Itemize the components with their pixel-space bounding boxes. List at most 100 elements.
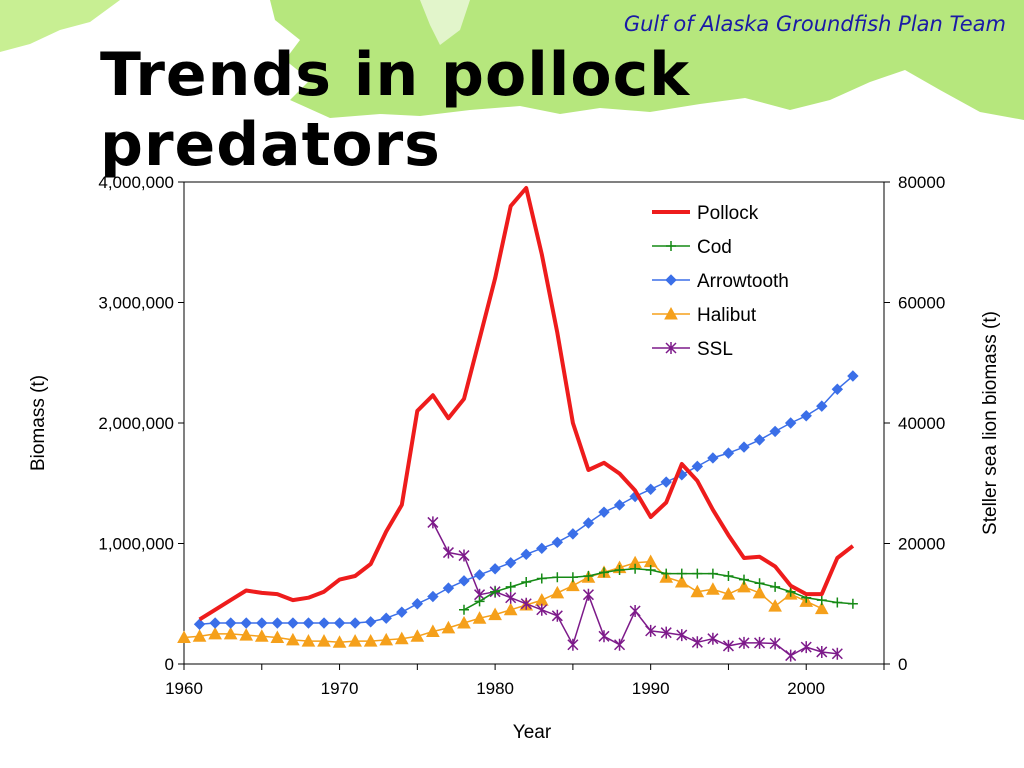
data-point-cod — [567, 572, 578, 583]
data-point-arrowtooth — [816, 400, 828, 412]
data-point-arrowtooth — [380, 612, 392, 624]
data-point-arrowtooth — [411, 598, 424, 610]
data-point-ssl — [831, 647, 843, 660]
data-point-arrowtooth — [240, 617, 252, 629]
y-tick-label: 2,000,000 — [98, 414, 174, 433]
data-point-arrowtooth — [784, 417, 797, 429]
data-point-cod — [816, 595, 827, 606]
data-point-cod — [847, 598, 858, 609]
data-point-halibut — [550, 585, 565, 599]
data-point-arrowtooth — [738, 441, 750, 453]
data-point-arrowtooth — [831, 383, 844, 395]
data-point-cod — [676, 568, 687, 579]
y-axis-title: Biomass (t) — [28, 375, 49, 471]
data-point-arrowtooth — [582, 517, 595, 529]
data-point-halibut — [177, 630, 191, 643]
data-point-arrowtooth — [318, 617, 330, 629]
data-point-halibut — [379, 632, 394, 646]
data-point-cod — [707, 568, 718, 579]
data-point-cod — [754, 578, 765, 589]
data-point-ssl — [442, 546, 454, 559]
legend-label-pollock: Pollock — [697, 203, 759, 224]
series-line-ssl — [432, 522, 838, 657]
plot-area — [183, 181, 885, 665]
land-shape-left — [0, 0, 120, 52]
data-point-arrowtooth — [800, 410, 812, 422]
data-point-cod — [583, 571, 594, 582]
data-point-arrowtooth — [271, 617, 284, 629]
data-point-cod — [739, 574, 749, 585]
series-halibut — [177, 554, 829, 648]
data-point-halibut — [768, 599, 782, 612]
legend-label-ssl: SSL — [697, 339, 733, 360]
data-point-ssl — [800, 641, 812, 654]
data-point-ssl — [427, 516, 439, 529]
legend-item-pollock: Pollock — [652, 203, 759, 224]
data-point-ssl — [722, 639, 734, 652]
data-point-cod — [645, 565, 656, 576]
data-point-halibut — [394, 631, 409, 645]
data-point-arrowtooth — [427, 590, 439, 603]
y2-tick-label: 40000 — [898, 414, 945, 433]
legend: Pollock Cod Arrowtooth Halibut SSL — [652, 203, 789, 360]
series-arrowtooth — [193, 370, 859, 630]
x-axis-title: Year — [513, 722, 552, 743]
data-point-arrowtooth — [660, 476, 672, 488]
left-axis: 0 1,000,000 2,000,000 3,000,000 4,000,000 — [98, 173, 184, 674]
data-point-ssl — [707, 632, 719, 645]
y2-tick-label: 60000 — [898, 294, 945, 313]
series-pollock — [198, 186, 855, 622]
data-point-ssl — [505, 591, 517, 604]
data-point-ssl — [458, 549, 470, 562]
data-point-halibut — [690, 584, 705, 598]
land-shape-inlet — [420, 0, 470, 45]
data-point-arrowtooth — [256, 617, 268, 629]
data-point-halibut — [286, 632, 300, 646]
data-point-arrowtooth — [489, 563, 501, 575]
data-point-arrowtooth — [753, 434, 766, 446]
data-point-arrowtooth — [224, 617, 237, 629]
data-point-halibut — [239, 628, 254, 641]
data-point-halibut — [503, 602, 518, 616]
data-point-ssl — [691, 636, 703, 649]
data-point-halibut — [208, 626, 222, 640]
data-point-ssl — [645, 624, 657, 637]
data-point-arrowtooth — [473, 569, 486, 581]
x-tick-label: 1960 — [165, 679, 203, 698]
legend-item-ssl: SSL — [652, 339, 733, 360]
legend-label-cod: Cod — [697, 237, 732, 258]
data-point-arrowtooth — [520, 548, 532, 561]
right-axis: 0 20000 40000 60000 80000 — [884, 173, 945, 674]
legend-item-halibut: Halibut — [652, 305, 757, 326]
data-point-halibut — [192, 629, 207, 642]
y-tick-label: 3,000,000 — [98, 294, 174, 313]
data-point-halibut — [472, 611, 487, 624]
slide-header: Gulf of Alaska Groundfish Plan Team — [623, 12, 1006, 36]
data-point-ssl — [567, 638, 579, 651]
data-point-ssl — [629, 604, 641, 617]
data-point-ssl — [676, 629, 688, 642]
series-ssl — [427, 516, 843, 662]
data-point-arrowtooth — [707, 452, 719, 464]
data-point-halibut — [752, 585, 767, 599]
data-point-halibut — [426, 624, 440, 637]
data-point-cod — [770, 581, 781, 592]
data-point-halibut — [814, 601, 829, 615]
data-point-ssl — [816, 645, 828, 658]
legend-marker-arrowtooth — [665, 274, 677, 286]
data-point-arrowtooth — [567, 528, 579, 540]
data-point-ssl — [520, 597, 532, 610]
data-point-halibut — [737, 579, 751, 593]
data-point-ssl — [598, 630, 610, 643]
data-point-arrowtooth — [287, 617, 299, 629]
data-point-ssl — [785, 649, 797, 662]
y2-tick-label: 0 — [898, 655, 907, 674]
data-point-cod — [474, 596, 485, 607]
data-point-arrowtooth — [644, 483, 657, 495]
data-point-arrowtooth — [442, 582, 455, 594]
data-point-ssl — [582, 588, 594, 601]
data-point-arrowtooth — [536, 542, 548, 555]
data-point-arrowtooth — [193, 618, 206, 630]
y-tick-label: 4,000,000 — [98, 173, 174, 192]
data-point-arrowtooth — [458, 575, 470, 587]
